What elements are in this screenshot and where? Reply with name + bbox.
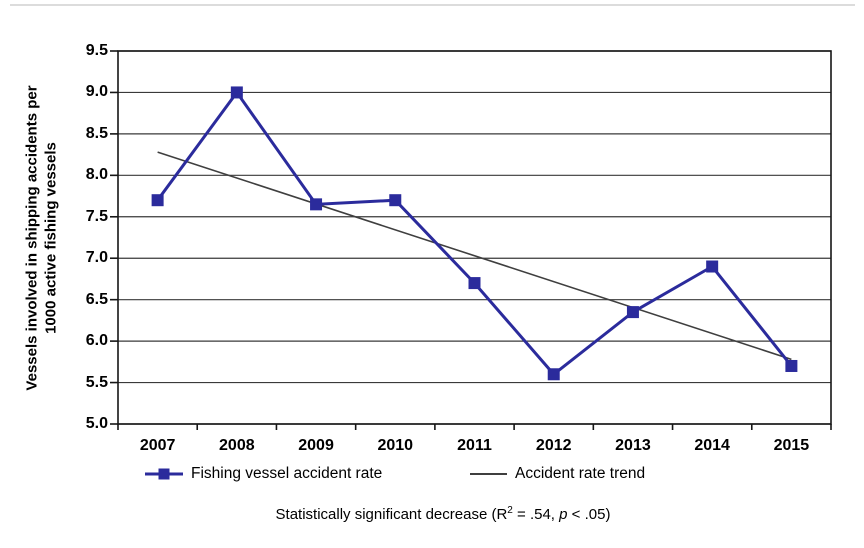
trend-line: [157, 151, 792, 361]
series-line: [156, 89, 793, 377]
caption-suffix: < .05): [567, 506, 611, 523]
x-tick-label: 2010: [377, 437, 414, 454]
y-axis-title-line2: 1000 active fishing vessels: [42, 142, 60, 334]
x-tick-label: 2013: [615, 437, 651, 454]
legend-label-accident-rate: Fishing vessel accident rate: [191, 465, 383, 482]
x-tick-label: 2008: [219, 437, 255, 454]
caption-p-symbol: p: [559, 506, 568, 523]
y-axis-title: Vessels involved in shipping accidents p…: [23, 52, 61, 425]
legend-trend-line-icon: [470, 473, 507, 475]
data-point-marker: [468, 277, 481, 290]
x-tick-label: 2011: [457, 437, 492, 454]
y-tick-label: 7.0: [85, 249, 108, 267]
legend-blue-line-marker-icon: [145, 467, 183, 481]
y-tick-label: 5.5: [85, 373, 108, 391]
y-tick-label: 9.0: [85, 83, 108, 101]
x-tick-label: 2014: [694, 437, 730, 454]
data-point-marker: [230, 86, 243, 99]
legend-blue-square-marker: [158, 468, 170, 480]
top-divider: [10, 4, 855, 6]
y-tick-label: 6.0: [85, 332, 108, 350]
x-tick-label: 2009: [298, 437, 334, 454]
y-tick-label: 8.5: [85, 124, 108, 142]
plot-border: [117, 50, 832, 425]
data-point-marker: [785, 359, 798, 372]
legend-item-trend: Accident rate trend: [470, 465, 645, 483]
x-tick-label: 2015: [773, 437, 810, 454]
data-point-marker: [706, 260, 719, 273]
y-tick-label: 9.5: [85, 42, 108, 59]
x-tick-label: 2012: [535, 437, 572, 454]
y-tick-label: 5.0: [85, 415, 108, 432]
caption-prefix: Statistically significant decrease (R: [275, 506, 508, 523]
y-tick-label: 8.0: [85, 166, 108, 184]
caption-superscript: 2: [507, 505, 513, 516]
legend-label-trend: Accident rate trend: [515, 465, 646, 482]
data-point-marker: [389, 194, 402, 207]
y-tick-label: 6.5: [85, 290, 108, 308]
data-point-marker: [310, 198, 323, 211]
data-point-marker: [626, 306, 639, 319]
caption: Statistically significant decrease (R2 =…: [11, 505, 864, 523]
y-tick-label: 7.5: [85, 207, 108, 225]
caption-equals: = .54,: [512, 506, 560, 523]
x-tick-label: 2007: [139, 437, 176, 454]
data-point-marker: [547, 368, 560, 381]
data-point-marker: [151, 194, 164, 207]
y-axis-title-line1: Vessels involved in shipping accidents p…: [23, 85, 41, 391]
legend-item-accident-rate: Fishing vessel accident rate: [145, 465, 382, 483]
